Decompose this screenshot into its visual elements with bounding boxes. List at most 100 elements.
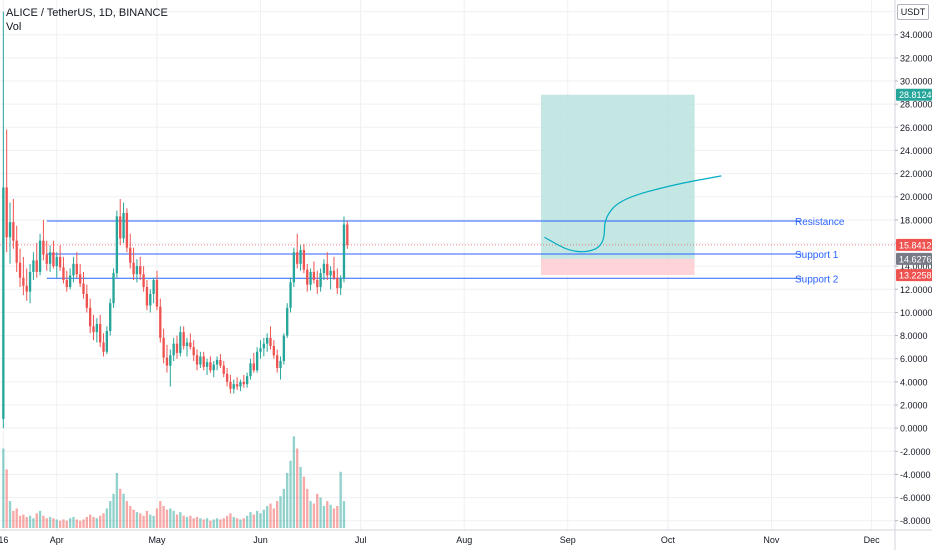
volume-bar [42, 515, 45, 528]
y-tick-label: -2.0000 [900, 447, 931, 457]
volume-bar [155, 508, 159, 528]
target-zone [541, 94, 695, 259]
x-tick-label: Dec [864, 535, 881, 545]
candle-body [202, 356, 205, 367]
price-tag-label: 13.2258 [899, 271, 932, 281]
volume-bar [119, 488, 122, 528]
volume-bar [142, 515, 145, 528]
volume-bar [319, 497, 322, 528]
candle-body [262, 343, 265, 349]
volume-bar [245, 515, 249, 528]
volume-bar [316, 493, 319, 528]
candle-body [18, 262, 22, 278]
volume-bar [262, 509, 265, 528]
candle-body [122, 212, 125, 239]
candle-body [185, 342, 189, 347]
stop-zone [541, 258, 695, 276]
horizontal-levels[interactable]: Resistance Support 1 Support 2 [0, 217, 895, 285]
volume-bar [88, 514, 92, 528]
candle-body [25, 285, 28, 292]
price-tag-bg [896, 88, 932, 101]
candle-body [209, 362, 212, 371]
y-tick-label: 22.0000 [900, 169, 932, 179]
volume-bar [152, 515, 155, 528]
volume-bar [32, 518, 35, 528]
y-tick-label: 18.0000 [900, 215, 932, 225]
candle-body [289, 282, 292, 308]
candle-body [245, 376, 249, 385]
volume-bar [232, 517, 235, 528]
volume-bar [132, 509, 135, 528]
candle-body [189, 342, 192, 348]
candle-body [212, 364, 215, 371]
candle-body [329, 270, 332, 276]
candle-body [152, 280, 155, 294]
candle-body [269, 337, 272, 347]
currency-label[interactable]: USDT [897, 4, 929, 20]
y-tick-label: 26.0000 [900, 123, 932, 133]
volume-bar [336, 506, 339, 528]
volume-bar [82, 519, 85, 528]
volume-bar [312, 503, 316, 528]
volume-bar [329, 504, 332, 528]
y-tick-label: 14.0000 [900, 262, 932, 272]
candle-body [326, 263, 329, 276]
volume-bar [122, 493, 125, 528]
volume-bar [202, 519, 205, 528]
volume-bar [52, 518, 55, 528]
volume-bar [189, 515, 192, 528]
candle-body [132, 262, 135, 275]
volume-bar [2, 448, 5, 528]
volume-bar [145, 510, 149, 528]
volume-bar [45, 518, 48, 528]
candle-body [286, 307, 289, 336]
projection-curve [544, 175, 722, 253]
price-tag-bg [896, 252, 932, 265]
time-axis[interactable]: 16 Apr May Jun Jul Aug Sep Oct Nov Dec [0, 535, 880, 545]
candle-body [242, 381, 245, 385]
candle-body [129, 247, 132, 263]
candle-body [282, 335, 286, 362]
candle-body [199, 356, 202, 365]
volume-bar [192, 518, 195, 528]
candle-body [78, 274, 82, 284]
candle-body [276, 355, 279, 368]
y-tick-label: 8.0000 [900, 331, 928, 341]
candle-body [192, 347, 195, 356]
volume-bar [55, 519, 58, 528]
candle-body [292, 252, 296, 283]
candle-body [125, 212, 129, 248]
volume-bar [259, 513, 262, 528]
candle-body [95, 324, 99, 333]
volume-bar [222, 518, 225, 528]
candle-body [22, 277, 25, 286]
candle-body [45, 254, 48, 264]
volume-bar [78, 520, 82, 528]
volume-bar [112, 493, 115, 528]
x-tick-label: 16 [0, 535, 8, 545]
candle-body [15, 240, 18, 263]
candle-body [105, 330, 109, 352]
volume-bar [339, 471, 342, 528]
projection-path[interactable] [544, 175, 722, 253]
volume-bar [309, 501, 312, 528]
volume-bar [179, 512, 182, 528]
candle-body [38, 240, 42, 272]
volume-bar [28, 515, 32, 528]
volume-indicator-label[interactable]: Vol [6, 21, 22, 33]
candle-body [112, 273, 115, 304]
volume-bar [235, 518, 239, 528]
long-position-zones[interactable] [541, 94, 695, 276]
candle-body [58, 256, 62, 268]
candle-body [149, 293, 152, 306]
candle-body [35, 260, 38, 272]
candle-body [159, 306, 162, 338]
volume-bar [225, 515, 229, 528]
candle-body [302, 249, 306, 270]
candle-body [316, 280, 319, 287]
volume-bar [302, 476, 306, 528]
y-tick-label: 2.0000 [900, 401, 928, 411]
volume-bar [15, 508, 18, 528]
candle-body [99, 324, 102, 343]
